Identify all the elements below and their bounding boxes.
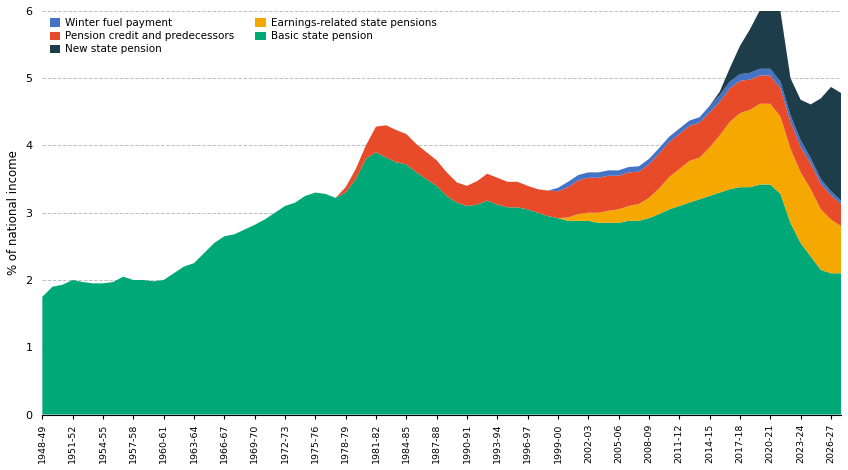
- Y-axis label: % of national income: % of national income: [7, 150, 20, 275]
- Legend: Winter fuel payment, Pension credit and predecessors, New state pension, Earning: Winter fuel payment, Pension credit and …: [47, 16, 439, 56]
